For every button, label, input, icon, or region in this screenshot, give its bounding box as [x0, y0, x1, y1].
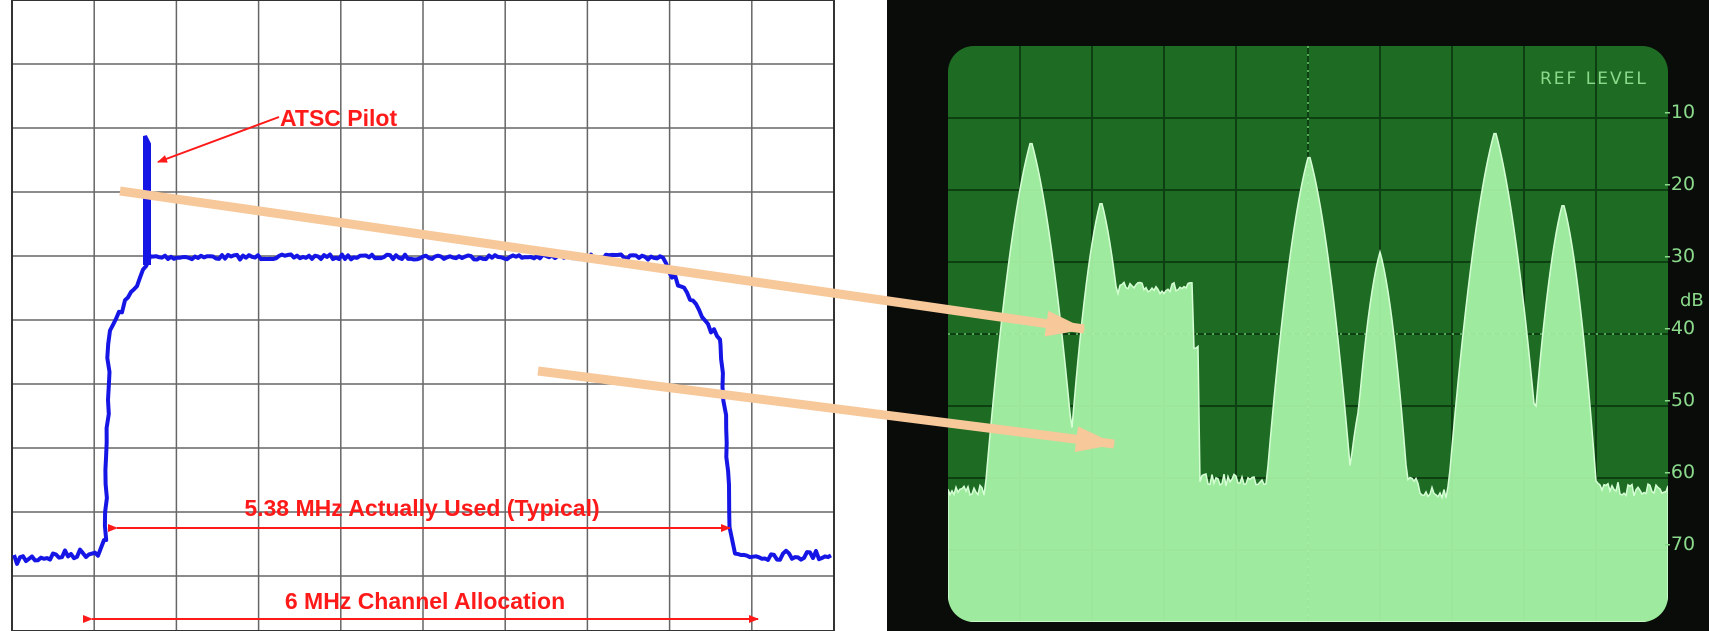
analyzer-db-scale: -10 -20 -30 -40 -50 -60 -70 [1664, 101, 1695, 555]
atsc-spectrum-trace [12, 252, 832, 566]
db-scale-label: -70 [1664, 533, 1695, 555]
pilot-pointer-arrow [157, 116, 280, 163]
used-bandwidth-label: 5.38 MHz Actually Used (Typical) [244, 495, 599, 521]
pilot-label: ATSC Pilot [280, 105, 397, 131]
diagram-grid [12, 0, 834, 631]
db-unit-label: dB [1680, 290, 1704, 311]
atsc-pilot-spike [143, 135, 151, 265]
diagram-frame [11, 0, 835, 631]
spectrum-analyzer-screen: REF LEVEL -10 -20 -30 -40 -50 -60 -70 dB [887, 0, 1709, 631]
db-scale-label: -40 [1664, 317, 1695, 339]
pilot-correspondence-arrow [119, 186, 1086, 337]
channel-allocation-label: 6 MHz Channel Allocation [285, 588, 565, 614]
analyzer-spectrum-trace [948, 132, 1668, 622]
db-scale-label: -50 [1664, 389, 1695, 411]
db-scale-label: -30 [1664, 245, 1695, 267]
data-correspondence-arrow [537, 366, 1116, 453]
db-scale-label: -20 [1664, 173, 1695, 195]
db-scale-label: -60 [1664, 461, 1695, 483]
reference-level-label: REF LEVEL [1540, 69, 1648, 89]
db-scale-label: -10 [1664, 101, 1695, 123]
atsc-spectrum-diagram: ATSC Pilot 5.38 MHz Actually Used (Typic… [11, 0, 835, 631]
